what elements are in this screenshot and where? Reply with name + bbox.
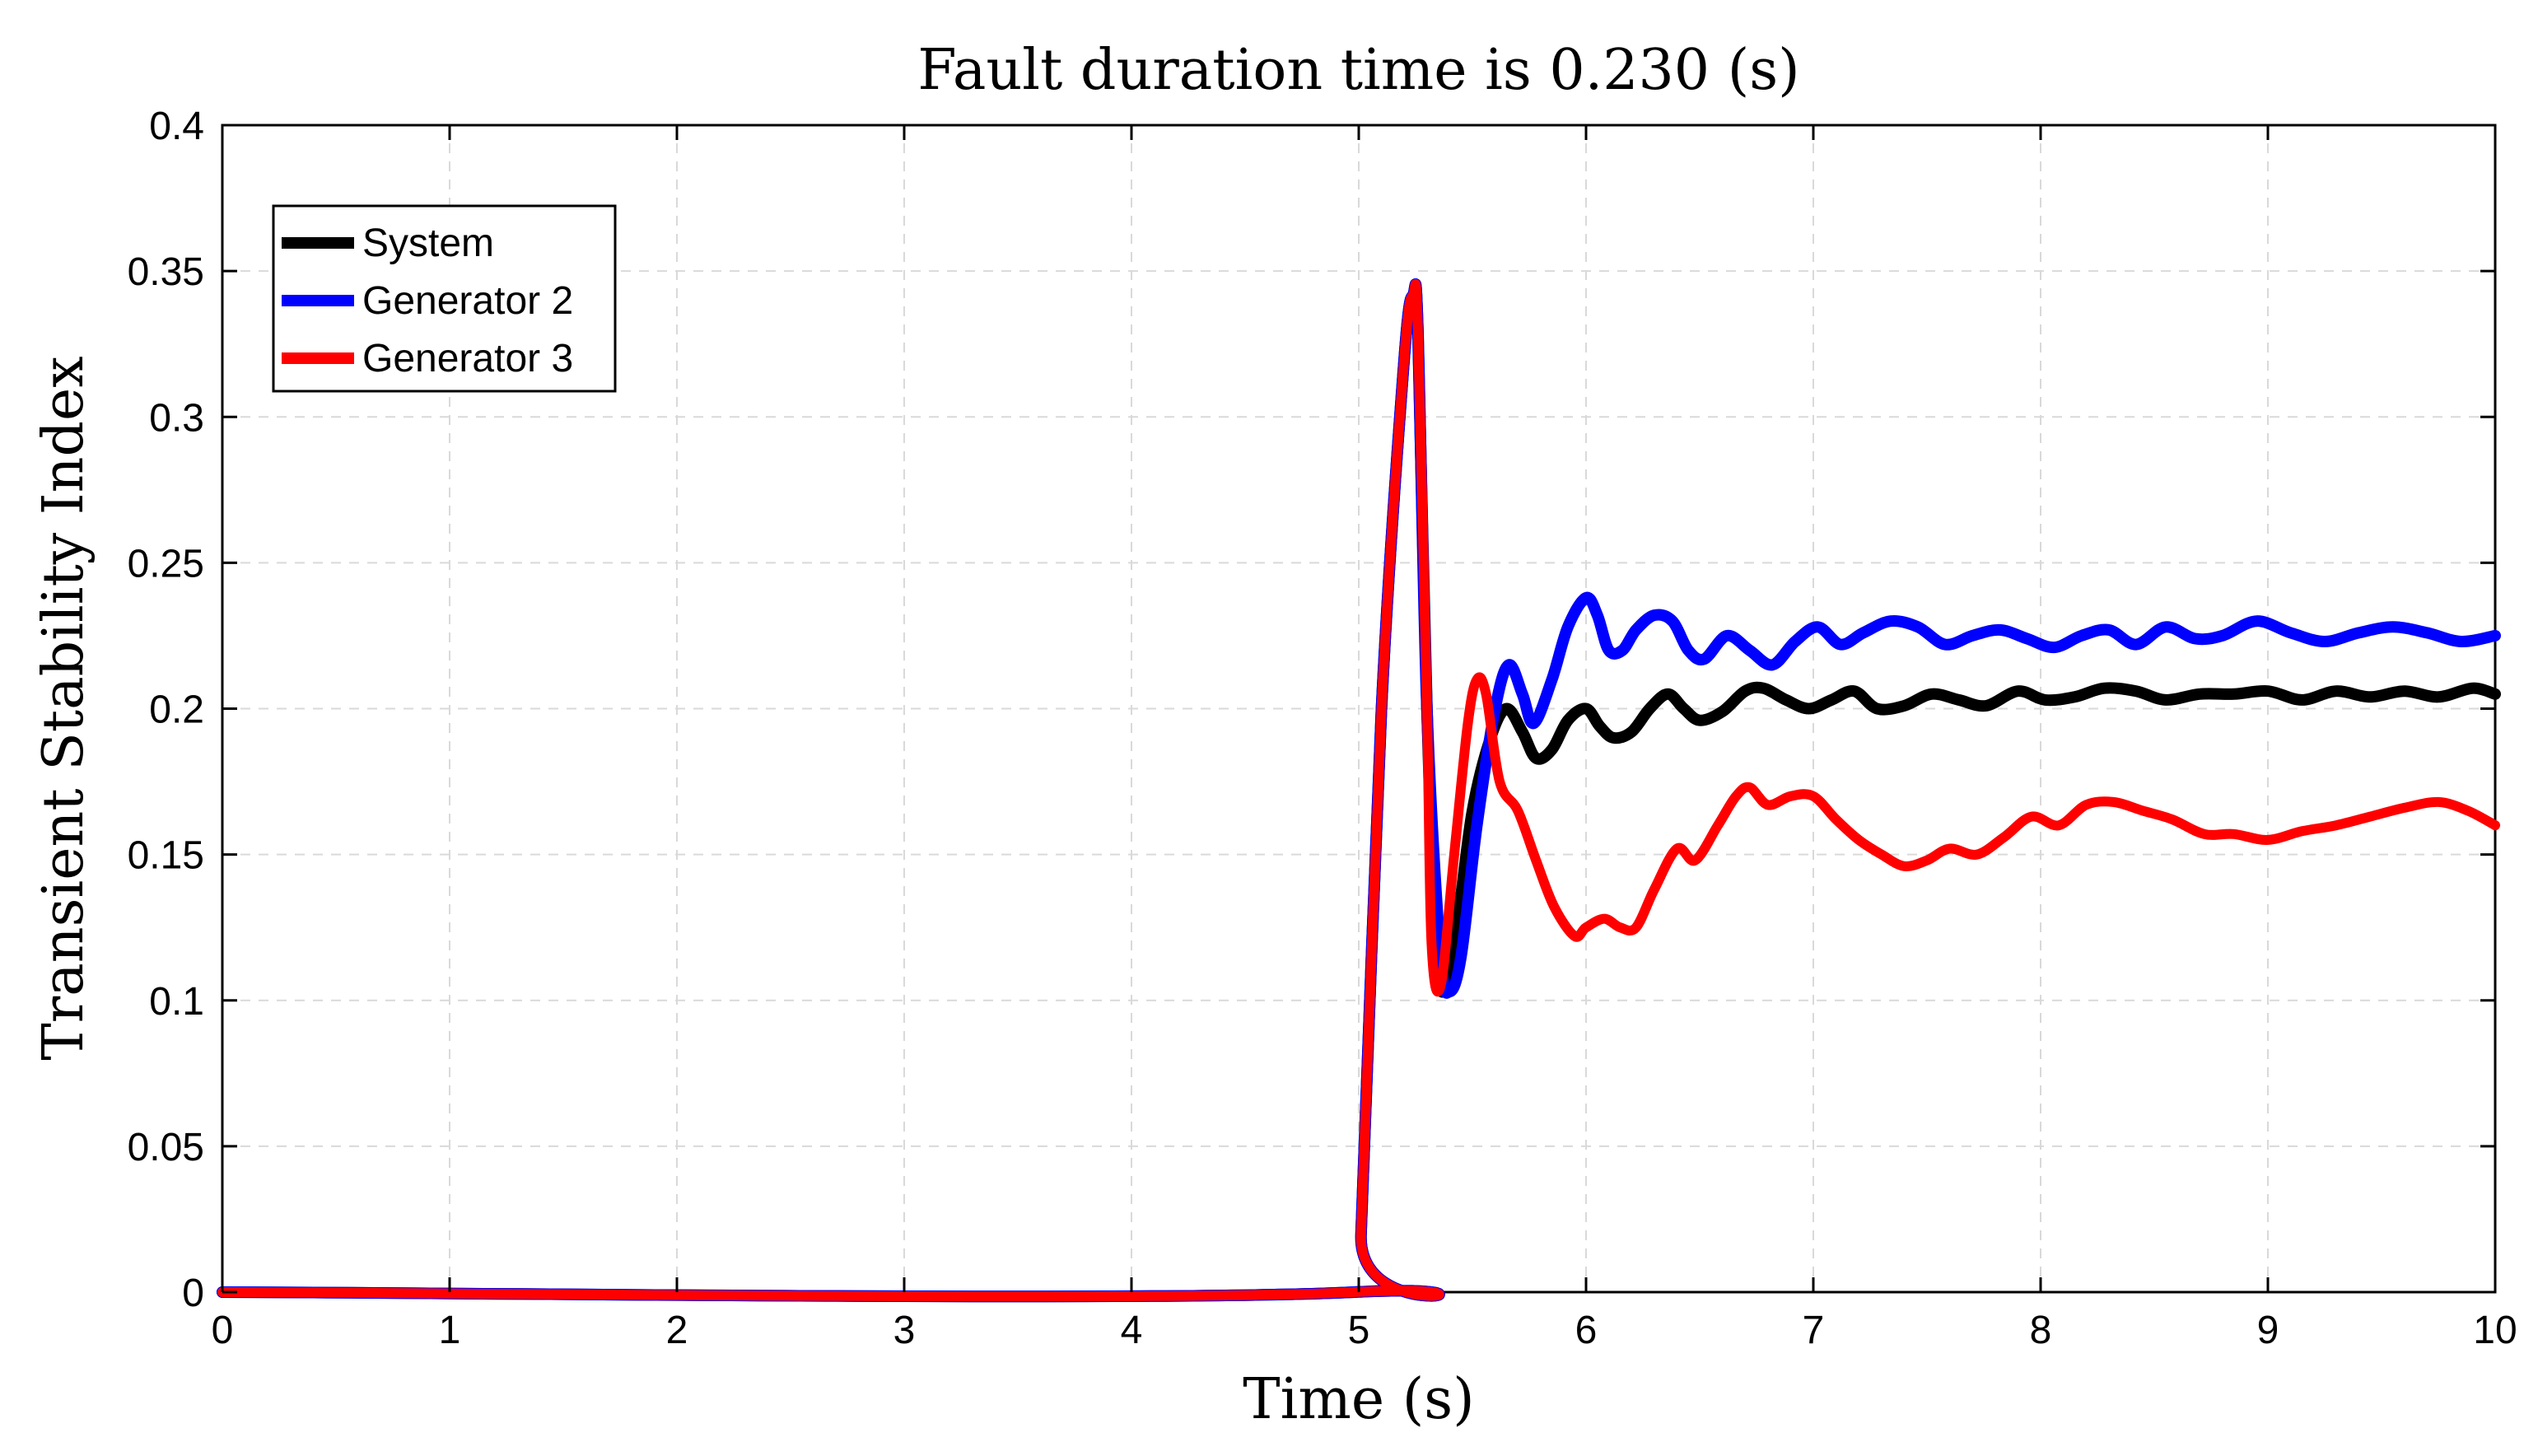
y-tick-label: 0.2	[149, 688, 204, 732]
legend-label-generator-3: Generator 3	[362, 337, 573, 380]
series-line-generator-3	[217, 279, 2500, 1302]
x-tick-label: 2	[666, 1309, 688, 1352]
y-axis-label: Transient Stability Index	[31, 356, 96, 1060]
x-tick-label: 9	[2257, 1309, 2279, 1352]
chart-title: Fault duration time is 0.230 (s)	[917, 38, 1799, 103]
y-tick-label: 0.25	[128, 542, 204, 586]
x-axis-label: Time (s)	[1243, 1367, 1474, 1432]
x-tick-label: 0	[212, 1309, 234, 1352]
legend-label-system: System	[362, 222, 494, 265]
x-tick-label: 8	[2030, 1309, 2052, 1352]
y-tick-label: 0.4	[149, 105, 204, 148]
legend-label-generator-2: Generator 2	[362, 279, 573, 323]
x-tick-label: 10	[2473, 1309, 2517, 1352]
x-tick-label: 4	[1121, 1309, 1143, 1352]
y-tick-label: 0	[182, 1272, 204, 1315]
ticks: 0 1 2 3 4 5 6 7 8 9 10 0 0.05 0.1 0.15 0.2 0.25 0.3 0.35 0.…	[128, 105, 2517, 1352]
x-tick-label: 7	[1803, 1309, 1825, 1352]
y-tick-label: 0.35	[128, 250, 204, 294]
x-tick-label: 5	[1348, 1309, 1370, 1352]
y-tick-label: 0.05	[128, 1126, 204, 1169]
x-tick-label: 6	[1575, 1309, 1598, 1352]
legend: System Generator 2 Generator 3	[272, 204, 617, 393]
series-layer	[217, 278, 2501, 1303]
y-tick-label: 0.15	[128, 834, 204, 878]
x-tick-label: 3	[893, 1309, 916, 1352]
y-tick-label: 0.1	[149, 980, 204, 1024]
x-tick-label: 1	[439, 1309, 461, 1352]
y-tick-label: 0.3	[149, 396, 204, 440]
